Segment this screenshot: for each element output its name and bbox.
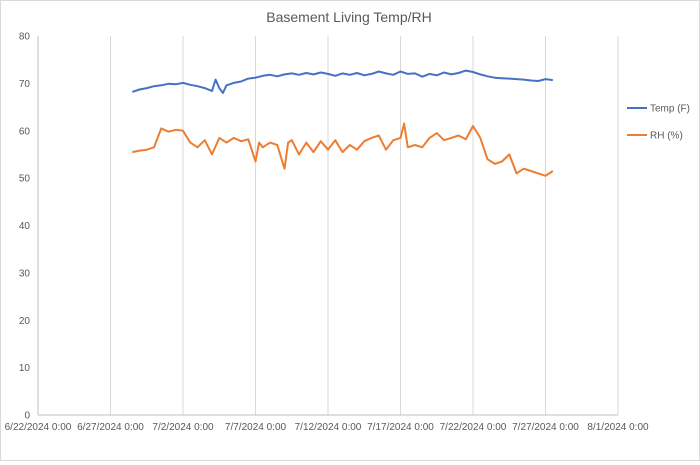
gridlines — [110, 36, 619, 415]
x-tick-label: 7/12/2024 0:00 — [295, 422, 362, 433]
series-line-rh — [132, 122, 554, 177]
x-tick-label: 7/7/2024 0:00 — [225, 422, 287, 433]
series-lines — [131, 69, 554, 177]
x-tick-label: 6/27/2024 0:00 — [77, 422, 144, 433]
x-tick-label: 7/27/2024 0:00 — [512, 422, 579, 433]
x-tick-label: 6/22/2024 0:00 — [5, 422, 72, 433]
y-tick-label: 60 — [19, 126, 31, 137]
legend-label: RH (%) — [650, 131, 683, 142]
chart-title: Basement Living Temp/RH — [266, 9, 431, 25]
legend: Temp (F) RH (%) — [627, 104, 690, 142]
x-tick-label: 8/1/2024 0:00 — [587, 422, 649, 433]
y-tick-label: 80 — [19, 32, 31, 43]
axes: 6/22/2024 0:00 6/27/2024 0:00 7/2/2024 0:0… — [5, 32, 649, 434]
legend-label: Temp (F) — [650, 104, 690, 115]
x-tick-label: 7/2/2024 0:00 — [152, 422, 214, 433]
y-tick-label: 30 — [19, 268, 31, 279]
x-tick-label: 7/17/2024 0:00 — [367, 422, 434, 433]
x-tick-label: 7/22/2024 0:00 — [440, 422, 507, 433]
y-tick-label: 20 — [19, 316, 31, 327]
y-tick-label: 10 — [19, 363, 31, 374]
y-tick-label: 70 — [19, 79, 31, 90]
y-tick-label: 0 — [24, 411, 30, 422]
y-tick-label: 50 — [19, 174, 31, 185]
y-tick-label: 40 — [19, 221, 31, 232]
series-line-temp-f — [131, 69, 553, 94]
